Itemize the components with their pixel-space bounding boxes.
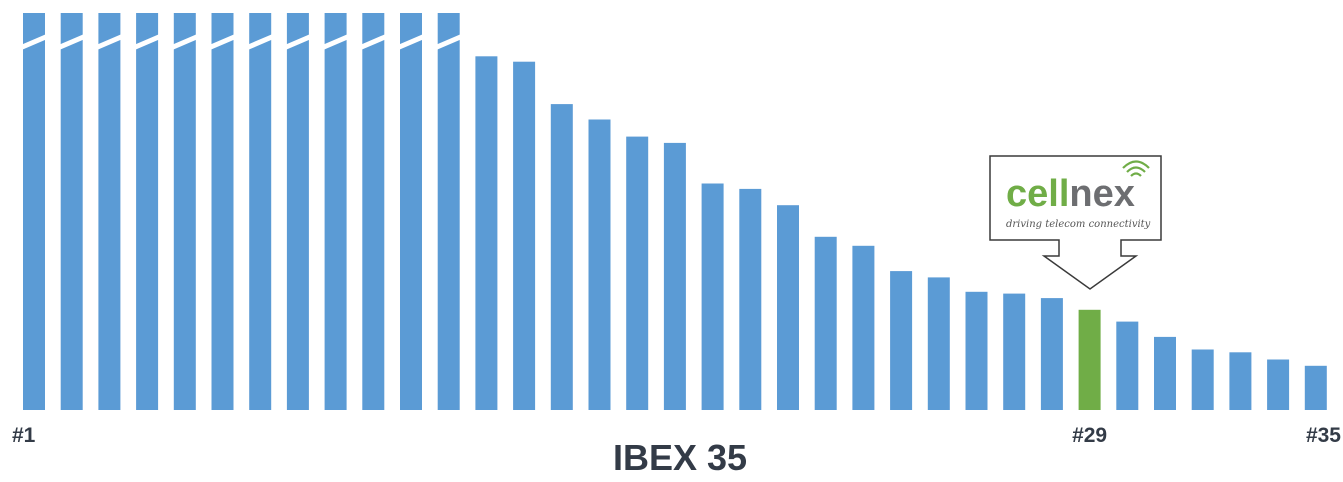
axis-break-6 bbox=[207, 33, 238, 51]
axis-break-8 bbox=[282, 33, 313, 51]
axis-break-4 bbox=[132, 33, 163, 51]
bar-7 bbox=[249, 13, 272, 410]
bar-2 bbox=[60, 13, 83, 410]
bar-14 bbox=[513, 61, 536, 410]
rank-label-1: #1 bbox=[12, 424, 36, 447]
bar-12 bbox=[437, 13, 460, 410]
bar-23 bbox=[852, 245, 875, 410]
rank-label-35: #35 bbox=[1306, 424, 1341, 447]
bar-34 bbox=[1267, 359, 1290, 410]
bar-18 bbox=[663, 142, 686, 410]
bar-6 bbox=[211, 13, 234, 410]
bar-22 bbox=[814, 236, 837, 410]
axis-break-10 bbox=[358, 33, 389, 51]
bar-3 bbox=[98, 13, 121, 410]
bar-20 bbox=[739, 188, 762, 410]
bar-28 bbox=[1040, 298, 1063, 410]
logo-nex-text: nex bbox=[1069, 173, 1134, 215]
axis-break-1 bbox=[19, 33, 49, 51]
cellnex-callout: cellnex driving telecom connectivity bbox=[989, 155, 1162, 290]
bar-31 bbox=[1154, 336, 1176, 410]
bar-10 bbox=[362, 13, 385, 410]
bar-4 bbox=[136, 13, 159, 410]
axis-break-3 bbox=[94, 33, 125, 51]
axis-break-7 bbox=[245, 33, 276, 51]
cellnex-logo: cellnex driving telecom connectivity bbox=[1006, 160, 1151, 230]
bar-32 bbox=[1191, 349, 1214, 410]
axis-break-12 bbox=[433, 33, 464, 51]
rank-label-29: #29 bbox=[1072, 424, 1107, 447]
callout-arrow-box bbox=[989, 155, 1162, 290]
rank-labels-group: #1 #29 #35 bbox=[12, 424, 1341, 447]
bar-35 bbox=[1304, 365, 1327, 410]
bar-15 bbox=[550, 104, 573, 410]
bar-13 bbox=[475, 56, 498, 411]
axis-break-11 bbox=[396, 33, 426, 51]
bar-16 bbox=[588, 119, 611, 410]
logo-cell-text: cell bbox=[1006, 173, 1069, 215]
axis-break-2 bbox=[56, 33, 87, 51]
bar-25 bbox=[927, 277, 950, 410]
bars-group bbox=[23, 13, 1327, 411]
bar-24 bbox=[890, 271, 913, 410]
bar-27 bbox=[1003, 293, 1026, 410]
bar-21 bbox=[777, 205, 799, 410]
bar-8 bbox=[286, 13, 309, 410]
bar-19 bbox=[701, 183, 724, 410]
axis-break-9 bbox=[320, 33, 351, 51]
bar-5 bbox=[173, 13, 196, 410]
signal-icon bbox=[1122, 160, 1150, 177]
bar-1 bbox=[23, 13, 45, 410]
chart-title: IBEX 35 bbox=[613, 437, 747, 478]
axis-break-5 bbox=[169, 33, 200, 51]
bar-11 bbox=[400, 13, 422, 410]
bar-26 bbox=[965, 291, 988, 410]
bar-17 bbox=[626, 136, 649, 410]
bar-33 bbox=[1229, 352, 1252, 410]
axis-breaks-group bbox=[19, 33, 464, 51]
bar-highlight-29 bbox=[1078, 309, 1101, 410]
bar-9 bbox=[324, 13, 347, 410]
logo-tagline: driving telecom connectivity bbox=[1006, 219, 1151, 230]
logo-text: cellnex bbox=[1006, 173, 1135, 215]
bar-30 bbox=[1116, 321, 1139, 410]
